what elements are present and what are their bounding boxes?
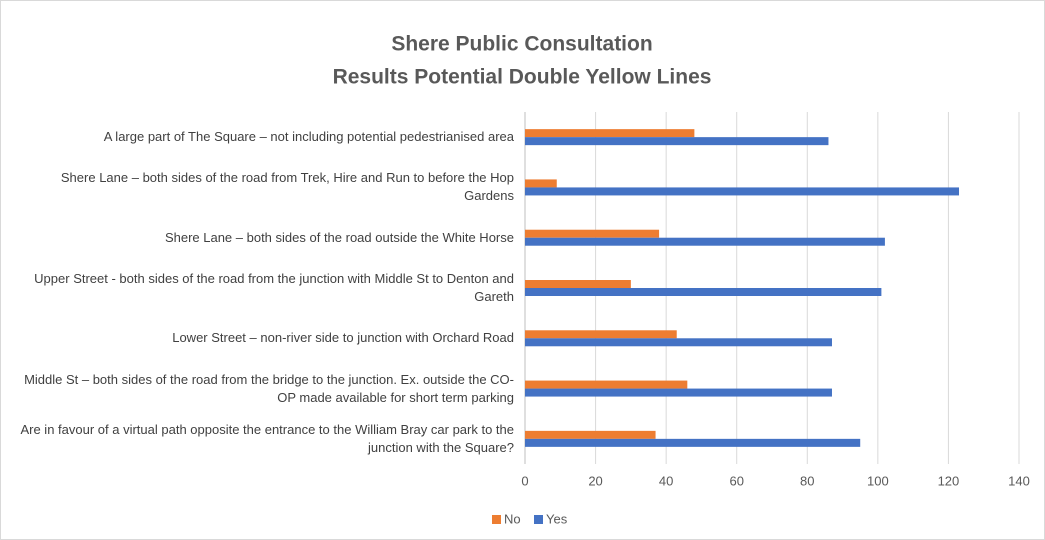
y-tick-label: Upper Street - both sides of the road fr…	[34, 271, 514, 304]
bar	[525, 438, 861, 447]
legend-label: No	[504, 511, 521, 526]
bar	[525, 229, 660, 238]
x-tick-label: 40	[659, 473, 673, 488]
bar	[525, 330, 677, 339]
y-tick-label: A large part of The Square – not includi…	[103, 129, 514, 145]
bar	[525, 338, 832, 347]
bar	[525, 388, 832, 397]
y-tick-label: Middle St – both sides of the road from …	[24, 371, 514, 405]
bar	[525, 237, 885, 246]
y-tick-label: Shere Lane – both sides of the road outs…	[164, 229, 514, 245]
bar	[525, 137, 829, 146]
y-tick-label: Are in favour of a virtual path opposite…	[20, 421, 514, 455]
legend-swatch	[492, 515, 501, 524]
x-tick-label: 120	[938, 473, 960, 488]
bar	[525, 280, 631, 288]
legend-label: Yes	[546, 511, 568, 526]
chart-title: Results Potential Double Yellow Lines	[333, 66, 712, 89]
bar	[525, 129, 695, 138]
y-tick-label: Shere Lane – both sides of the road from…	[60, 170, 514, 204]
y-tick-label: Lower Street – non-river side to junctio…	[172, 330, 514, 346]
bar	[525, 430, 656, 439]
x-tick-label: 0	[521, 473, 528, 488]
x-tick-label: 140	[1008, 473, 1030, 488]
x-tick-label: 20	[588, 473, 602, 488]
x-tick-label: 100	[867, 473, 889, 488]
bar	[525, 179, 557, 188]
legend-swatch	[534, 515, 543, 524]
x-tick-label: 60	[729, 473, 743, 488]
x-tick-label: 80	[800, 473, 814, 488]
bar	[525, 288, 882, 296]
bar	[525, 380, 688, 389]
bar	[525, 187, 960, 196]
chart-title: Shere Public Consultation	[391, 33, 652, 56]
